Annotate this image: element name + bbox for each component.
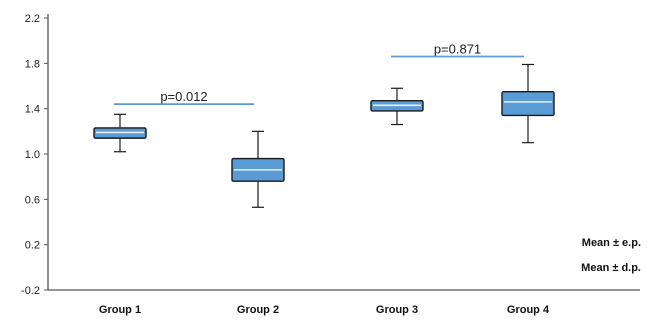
box-series	[94, 64, 554, 207]
legend-entry-1: Mean ± e.p.	[582, 237, 641, 249]
box-group-1	[94, 114, 146, 151]
box-group-4	[502, 64, 554, 142]
annotation-text: p=0.871	[434, 42, 481, 57]
y-tick-label: -0.2	[21, 285, 40, 297]
significance-annotations: p=0.012 p=0.871	[114, 42, 524, 105]
legend: Mean ± e.p. Mean ± d.p.	[581, 237, 641, 274]
y-tick-label: 0.2	[25, 240, 40, 252]
box-group-2	[232, 131, 284, 207]
box-body	[502, 92, 554, 116]
annotation-text: p=0.012	[160, 89, 207, 104]
y-tick-label: 1.8	[25, 58, 40, 70]
x-axis-category-labels: Group 1 Group 2 Group 3 Group 4	[99, 304, 550, 316]
y-tick-label: 0.6	[25, 194, 40, 206]
y-tick-label: 1.4	[25, 104, 40, 116]
y-tick-label: 1.0	[25, 149, 40, 161]
y-axis-ticks: -0.2 0.2 0.6 1.0 1.4 1.8 2.2	[21, 13, 48, 297]
x-category-label: Group 1	[99, 304, 141, 316]
legend-entry-2: Mean ± d.p.	[581, 262, 641, 274]
box-group-3	[371, 88, 423, 124]
x-category-label: Group 3	[376, 304, 418, 316]
x-category-label: Group 2	[237, 304, 279, 316]
x-category-label: Group 4	[507, 304, 550, 316]
y-tick-label: 2.2	[25, 13, 40, 25]
